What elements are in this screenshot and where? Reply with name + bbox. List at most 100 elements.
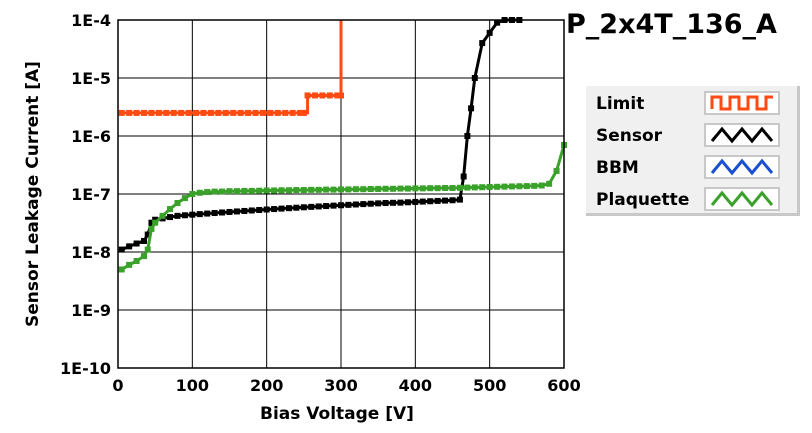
data-point-plaquette (204, 189, 211, 196)
data-point-plaquette (293, 187, 300, 194)
data-point-limit (178, 109, 185, 116)
data-point-plaquette (133, 257, 140, 264)
data-point-plaquette (181, 195, 188, 202)
data-point-limit (297, 109, 304, 116)
data-point-plaquette (501, 183, 508, 190)
legend-label-limit: Limit (596, 94, 645, 114)
data-point-limit (274, 109, 281, 116)
legend-swatch-sensor (704, 123, 780, 147)
data-point-limit (311, 92, 318, 99)
data-point-sensor (464, 133, 471, 139)
legend-swatch-limit (704, 91, 780, 115)
data-point-plaquette (233, 188, 240, 195)
legend-item-bbm[interactable]: BBM (586, 152, 796, 182)
data-point-sensor (427, 198, 434, 205)
data-point-plaquette (315, 186, 322, 193)
data-point-limit (245, 109, 252, 116)
data-point-limit (304, 92, 311, 99)
data-point-sensor (126, 243, 133, 250)
data-point-sensor (148, 219, 155, 226)
data-point-sensor (263, 206, 270, 213)
data-point-plaquette (248, 187, 255, 194)
data-point-limit (338, 92, 344, 99)
data-point-sensor (144, 231, 151, 238)
data-point-plaquette (412, 185, 419, 192)
data-point-plaquette (271, 187, 278, 194)
data-point-sensor (360, 201, 367, 208)
data-point-plaquette (367, 185, 374, 192)
data-point-sensor (233, 208, 240, 215)
legend-item-limit[interactable]: Limit (586, 88, 796, 118)
series-line-limit (121, 20, 343, 115)
data-point-sensor (471, 75, 478, 81)
data-point-plaquette (285, 187, 292, 194)
data-point-plaquette (226, 188, 233, 195)
data-point-sensor (338, 202, 344, 209)
data-point-sensor (442, 197, 449, 204)
data-point-limit (133, 109, 140, 116)
data-point-limit (300, 109, 307, 116)
data-point-plaquette (167, 206, 174, 213)
data-point-sensor (278, 205, 285, 212)
data-point-sensor (397, 199, 404, 206)
data-point-sensor (456, 196, 463, 203)
data-point-plaquette (211, 188, 218, 195)
data-point-plaquette (338, 186, 344, 193)
data-point-plaquette (278, 187, 285, 194)
legend: Limit Sensor BBM Plaquette (586, 86, 800, 216)
y-tick-label: 1E-6 (71, 127, 111, 146)
data-point-limit (237, 109, 244, 116)
data-point-sensor (382, 199, 389, 206)
data-point-plaquette (144, 246, 151, 253)
data-point-plaquette (531, 182, 538, 189)
data-point-limit (334, 92, 341, 99)
data-point-limit (141, 109, 148, 116)
data-point-plaquette (382, 185, 389, 192)
data-point-plaquette (263, 187, 270, 194)
data-point-plaquette (546, 180, 553, 187)
data-point-sensor (293, 204, 300, 211)
data-point-plaquette (174, 199, 181, 206)
data-point-sensor (204, 210, 211, 217)
data-point-plaquette (449, 184, 456, 191)
legend-label-bbm: BBM (596, 158, 639, 178)
data-point-sensor (352, 201, 359, 208)
x-axis-label: Bias Voltage [V] (260, 404, 414, 424)
data-point-plaquette (345, 186, 352, 193)
data-point-sensor (390, 199, 397, 206)
y-axis-label: Sensor Leakage Current [A] (23, 61, 43, 327)
legend-swatch-plaquette (704, 187, 780, 211)
data-point-sensor (167, 214, 174, 221)
data-point-sensor (323, 203, 330, 210)
data-point-plaquette (442, 184, 449, 191)
data-point-sensor (219, 209, 226, 216)
data-point-plaquette (375, 185, 382, 192)
legend-item-sensor[interactable]: Sensor (586, 120, 796, 150)
legend-label-sensor: Sensor (596, 126, 663, 146)
data-point-plaquette (256, 187, 263, 194)
y-tick-label: 1E-10 (60, 359, 111, 378)
data-point-sensor (404, 199, 411, 206)
data-point-plaquette (419, 185, 426, 192)
data-point-limit (193, 109, 200, 116)
data-point-limit (200, 109, 207, 116)
data-point-plaquette (434, 185, 441, 192)
data-point-sensor (449, 197, 456, 204)
data-point-plaquette (152, 219, 159, 226)
data-point-plaquette (360, 186, 367, 193)
data-point-sensor (189, 211, 196, 218)
data-point-sensor (248, 207, 255, 214)
data-point-plaquette (241, 187, 248, 194)
data-point-sensor (494, 19, 501, 26)
data-point-limit (282, 109, 289, 116)
data-point-plaquette (118, 266, 125, 273)
legend-item-plaquette[interactable]: Plaquette (586, 184, 796, 214)
y-tick-label: 1E-8 (71, 243, 111, 262)
y-tick-label: 1E-7 (71, 185, 111, 204)
data-point-plaquette (427, 185, 434, 192)
data-point-sensor (271, 206, 278, 213)
data-point-plaquette (404, 185, 411, 192)
data-point-plaquette (538, 182, 545, 189)
data-point-sensor (375, 200, 382, 207)
